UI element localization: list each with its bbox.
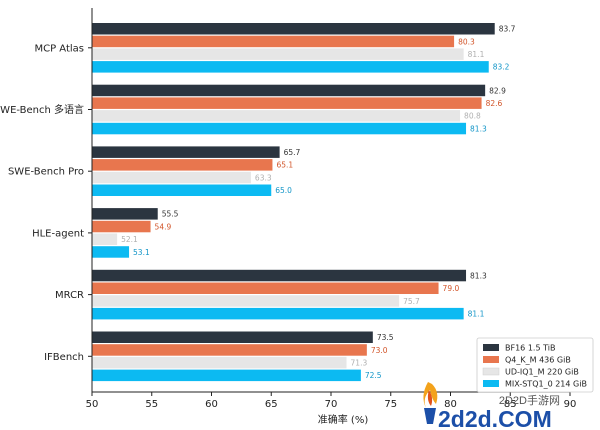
value-label-4-1: 79.0: [443, 284, 460, 293]
value-label-1-3: 81.3: [470, 124, 487, 133]
value-labels-layer: 83.7 80.3 81.1 83.2 82.9 82.6 80.8 81.3 65.7 65.1…: [121, 25, 516, 381]
bar-0-0: [92, 23, 495, 35]
category-label-1: SWE-Bench 多语言: [0, 103, 84, 116]
x-tick-label-8: 90: [564, 399, 577, 410]
bar-5-2: [92, 356, 347, 369]
bar-4-1: [92, 282, 439, 294]
value-label-3-3: 53.1: [133, 248, 150, 257]
value-label-0-2: 81.1: [468, 50, 485, 59]
category-label-4: MRCR: [55, 290, 84, 301]
value-label-4-3: 81.1: [468, 309, 485, 318]
value-label-2-0: 65.7: [284, 148, 301, 157]
bar-5-1: [92, 344, 367, 356]
value-label-0-0: 83.7: [499, 25, 516, 34]
bar-4-2: [92, 295, 400, 307]
bars-layer: [92, 23, 495, 382]
bar-0-3: [92, 61, 489, 73]
value-label-3-1: 54.9: [155, 222, 172, 231]
x-axis-label: 准确率 (%): [318, 413, 369, 426]
bar-2-3: [92, 184, 272, 196]
legend-swatch-2: [482, 367, 500, 376]
value-label-2-2: 63.3: [255, 173, 272, 182]
bar-0-1: [92, 35, 455, 48]
value-label-1-1: 82.6: [486, 99, 503, 108]
bar-4-3: [92, 307, 464, 320]
x-tick-label-6: 80: [444, 399, 457, 410]
bar-1-1: [92, 97, 482, 109]
x-tick-label-4: 70: [325, 399, 338, 410]
torch-logo-icon: [423, 382, 438, 424]
x-tick-label-1: 55: [145, 399, 158, 410]
legend-swatch-1: [483, 356, 499, 363]
legend-swatch-0: [483, 344, 499, 351]
legend: BF16 1.5 TiB Q4_K_M 436 GiB UD-IQ1_M 220 G…: [476, 337, 594, 393]
x-tick-label-2: 60: [205, 399, 218, 410]
watermark-site: 2d2d.COM: [438, 406, 552, 430]
value-label-0-1: 80.3: [458, 37, 475, 46]
bar-0-2: [92, 48, 464, 60]
x-tick-label-5: 75: [384, 399, 397, 410]
value-label-4-2: 75.7: [403, 297, 420, 306]
value-label-2-3: 65.0: [275, 186, 292, 195]
value-label-3-0: 55.5: [162, 210, 179, 219]
watermark: 2D2D手游网 2d2d.COM: [423, 382, 560, 430]
value-label-5-3: 72.5: [365, 371, 382, 380]
bar-3-3: [92, 246, 130, 258]
bar-4-0: [92, 269, 467, 282]
value-label-5-1: 73.0: [371, 346, 388, 355]
value-label-2-1: 65.1: [276, 161, 293, 170]
legend-frame: [476, 337, 594, 393]
bar-3-0: [92, 208, 158, 220]
category-label-5: IFBench: [44, 352, 84, 363]
value-label-0-3: 83.2: [493, 63, 510, 72]
category-label-2: SWE-Bench Pro: [8, 167, 84, 178]
legend-label-3: MIX-STQ1_0 214 GiB: [505, 380, 587, 389]
bar-1-2: [92, 110, 461, 122]
x-ticks-layer: 50 55 60 65 70 75 80 85 90: [86, 392, 577, 410]
value-label-1-2: 80.8: [464, 112, 481, 121]
legend-label-0: BF16 1.5 TiB: [505, 344, 555, 353]
value-label-5-0: 73.5: [377, 333, 394, 342]
value-label-1-0: 82.9: [489, 86, 506, 95]
bar-2-0: [92, 146, 280, 158]
bar-3-2: [92, 233, 118, 245]
watermark-site-cn: 2D2D手游网: [499, 393, 560, 407]
value-label-5-2: 71.3: [351, 358, 368, 367]
legend-label-2: UD-IQ1_M 220 GiB: [505, 368, 579, 377]
category-labels-layer: MCP Atlas SWE-Bench 多语言 SWE-Bench Pro HLE-a…: [0, 43, 84, 363]
x-tick-label-7: 85: [504, 399, 517, 410]
bar-5-0: [92, 331, 373, 343]
bar-3-1: [92, 220, 151, 233]
value-label-3-2: 52.1: [121, 235, 138, 244]
bar-2-1: [92, 159, 273, 171]
bar-5-3: [92, 369, 361, 382]
category-label-0: MCP Atlas: [34, 43, 84, 54]
bar-2-2: [92, 171, 251, 184]
category-label-3: HLE-agent: [32, 228, 84, 239]
x-tick-label-3: 65: [265, 399, 278, 410]
x-tick-label-0: 50: [86, 399, 99, 410]
value-label-4-0: 81.3: [470, 271, 487, 280]
bar-1-3: [92, 122, 467, 135]
legend-swatch-3: [483, 380, 499, 387]
legend-label-1: Q4_K_M 436 GiB: [505, 356, 571, 365]
bar-1-0: [92, 84, 486, 97]
